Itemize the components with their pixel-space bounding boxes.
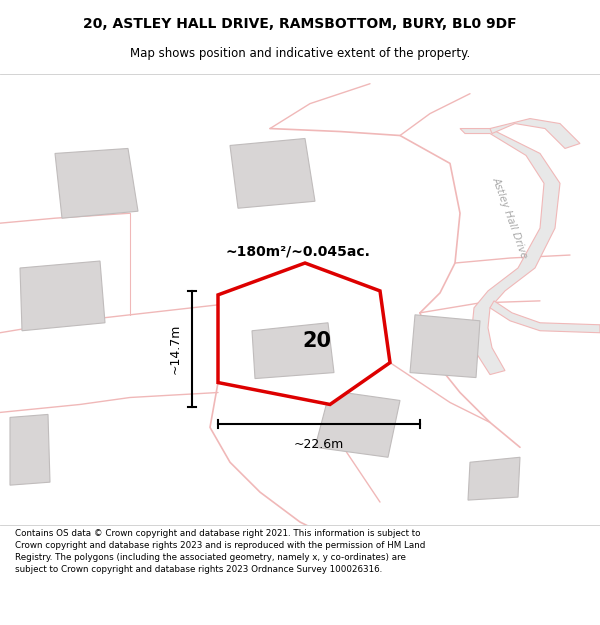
Polygon shape [255,315,326,372]
Text: 20: 20 [302,331,331,351]
Polygon shape [10,414,50,485]
Text: ~180m²/~0.045ac.: ~180m²/~0.045ac. [226,244,370,258]
Text: Contains OS data © Crown copyright and database right 2021. This information is : Contains OS data © Crown copyright and d… [15,529,425,574]
Polygon shape [252,322,334,379]
Polygon shape [460,129,560,374]
Polygon shape [20,261,105,331]
Polygon shape [55,149,138,218]
Polygon shape [230,139,315,208]
Polygon shape [410,315,480,378]
Text: 20, ASTLEY HALL DRIVE, RAMSBOTTOM, BURY, BL0 9DF: 20, ASTLEY HALL DRIVE, RAMSBOTTOM, BURY,… [83,17,517,31]
Text: Map shows position and indicative extent of the property.: Map shows position and indicative extent… [130,47,470,59]
Polygon shape [468,458,520,500]
Text: Astley Hall Drive: Astley Hall Drive [491,176,529,260]
Text: ~22.6m: ~22.6m [294,438,344,451]
Polygon shape [490,119,580,149]
Polygon shape [218,263,390,404]
Polygon shape [315,391,400,458]
Text: ~14.7m: ~14.7m [169,324,182,374]
Polygon shape [490,301,600,332]
